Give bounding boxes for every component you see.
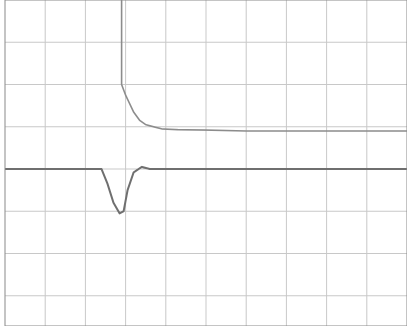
grid (5, 0, 407, 326)
trace-upper (120, 0, 407, 132)
traces (5, 0, 407, 215)
trace-lower (5, 165, 407, 215)
display-frame (4, 0, 407, 326)
